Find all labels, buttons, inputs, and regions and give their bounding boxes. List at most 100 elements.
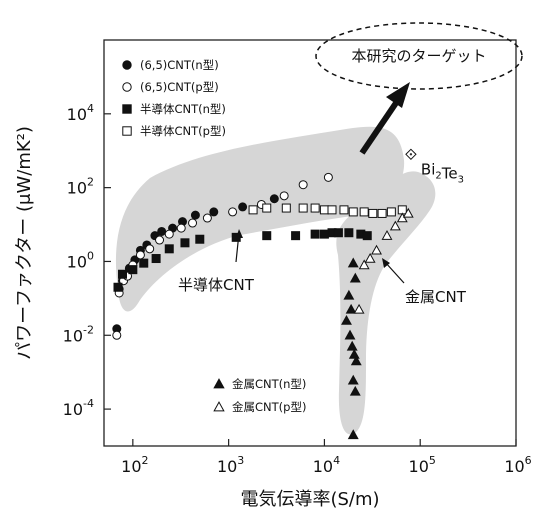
target-label: 本研究のターゲット [351,47,486,65]
data-point-series-1 [188,218,198,228]
data-point-series-2 [128,265,138,275]
data-point-series-3 [298,203,308,213]
legend-label-0: (6,5)CNT(n型) [140,58,219,72]
data-point-series-3 [248,205,258,215]
data-point-series-4 [345,303,357,314]
data-point-series-3 [348,207,358,217]
legend-label-3: 半導体CNT(p型) [140,124,226,138]
x-tick-label: 104 [313,454,340,476]
y-tick-label: 10-2 [63,323,94,345]
y-tick-label: 10-4 [63,397,94,419]
data-point-series-0 [209,207,219,217]
data-point-series-2 [113,282,123,292]
data-point-series-1 [164,229,174,239]
data-point-series-4 [349,385,361,396]
y-axis-ticks: 10-4 10-2 100 102 104 [63,102,111,419]
data-point-series-3 [386,207,396,217]
data-point-series-1 [112,330,122,340]
target-ellipse [315,22,523,90]
data-point-series-4 [350,355,362,366]
data-point-series-4 [341,314,352,325]
data-point-series-5 [381,230,393,240]
semiconductor-region [115,126,405,312]
data-point-series-5 [371,244,382,255]
data-point-series-4 [347,257,359,268]
data-point-series-1 [155,235,165,245]
data-point-series-2 [151,254,161,264]
data-point-series-1 [323,172,333,182]
data-point-series-3 [319,205,329,215]
data-point-series-3 [377,208,387,218]
data-point-series-0 [190,210,200,220]
legend-label-4: 金属CNT(n型) [232,377,306,391]
x-axis-title: 電気伝導率(S/m) [240,489,379,510]
data-point-series-5 [402,207,414,218]
data-point-series-5 [364,252,376,263]
data-point-series-1 [176,223,186,233]
metallic-pointer [384,261,405,284]
legend-marker-1 [122,82,132,92]
data-point-series-2 [195,234,205,244]
x-tick-label: 106 [504,454,531,476]
data-points [112,172,414,440]
data-point-series-3 [310,203,320,213]
y-tick-label: 100 [67,249,94,271]
data-point-series-4 [347,374,359,385]
y-axis-title: パワーファクター (μW/mK²) [14,126,35,360]
data-point-series-0 [157,226,167,236]
data-point-series-3 [359,207,369,217]
data-point-series-2 [231,232,241,242]
data-point-series-4 [349,272,361,283]
y-tick-label: 102 [67,176,94,198]
target-arrow [359,98,401,155]
data-point-series-2 [117,269,127,279]
target-arrowhead [386,82,410,108]
data-point-series-2 [180,238,190,248]
y-tick-label: 104 [67,102,94,124]
data-point-series-1 [279,191,289,201]
data-point-series-3 [368,208,378,218]
x-axis-ticks: 102 103 104 105 106 [121,439,532,476]
legend-marker-4 [213,378,225,389]
bi2te3-marker-dot [409,153,413,156]
data-point-series-2 [362,231,372,241]
data-point-series-4 [346,340,358,351]
x-tick-label: 102 [121,454,148,476]
data-point-series-2 [164,244,174,254]
data-point-series-5 [389,220,401,231]
data-point-series-0 [269,194,279,204]
data-point-series-1 [145,244,155,254]
legend-label-2: 半導体CNT(n型) [140,102,226,116]
data-point-series-3 [281,203,291,213]
legend-marker-5 [213,401,225,412]
semiconductor-label: 半導体CNT [178,276,255,294]
legend-marker-2 [122,104,132,114]
data-point-series-2 [344,228,354,238]
data-point-series-2 [319,229,329,239]
data-point-series-3 [327,205,337,215]
data-point-series-1 [228,207,238,217]
data-point-series-1 [135,250,145,260]
data-point-series-2 [291,231,301,241]
data-point-series-3 [339,205,349,215]
data-point-series-1 [202,213,212,223]
metallic-label: 金属CNT [405,288,467,306]
data-point-series-4 [344,329,356,340]
bi2te3-label: Bi2Te3 [421,160,464,185]
metallic-pointer-head [382,258,390,268]
x-tick-label: 103 [217,454,244,476]
legend-marker-0 [122,60,132,70]
data-point-series-1 [298,180,308,190]
data-point-series-0 [238,202,248,212]
data-point-series-5 [353,303,365,314]
legend: (6,5)CNT(n型) (6,5)CNT(p型) 半導体CNT(n型) 半導体CNT… [122,58,306,414]
legend-marker-3 [122,126,132,136]
data-point-series-4 [347,429,359,440]
data-point-series-5 [358,259,370,270]
data-point-series-4 [343,289,355,300]
x-tick-label: 105 [409,454,436,476]
legend-label-5: 金属CNT(p型) [232,400,306,414]
legend-label-1: (6,5)CNT(p型) [140,80,219,94]
reference-point: Bi2Te3 [405,148,464,185]
